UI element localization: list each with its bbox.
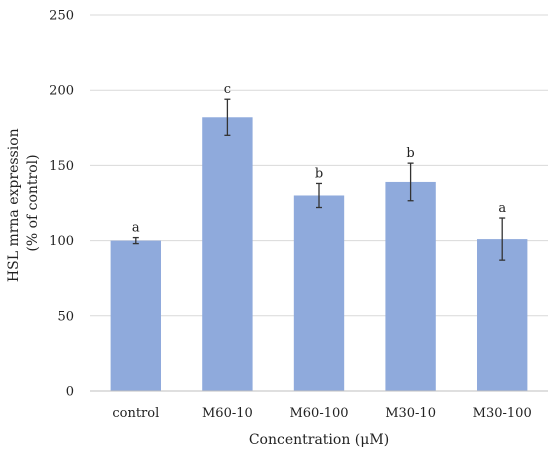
significance-letter: b: [406, 146, 414, 161]
y-tick-label: 150: [49, 159, 74, 174]
x-axis-label: Concentration (μM): [249, 432, 389, 448]
error-bar: [132, 236, 139, 245]
bar: [477, 239, 528, 391]
error-bars: [132, 98, 506, 261]
significance-letter: b: [315, 166, 323, 181]
bar: [293, 195, 345, 391]
y-tick-label: 250: [49, 9, 74, 24]
x-tick-label: control: [112, 406, 159, 421]
y-tick-label: 50: [57, 309, 74, 324]
bar: [385, 181, 436, 391]
x-tick-labels: control M60-10 M60-100 M30-10 M30-100: [112, 406, 531, 421]
x-tick-label: M60-10: [202, 406, 253, 421]
bar: [110, 240, 161, 391]
significance-letter: c: [224, 82, 231, 97]
y-axis-label: HSL mrna expression (% of control): [6, 124, 41, 282]
significance-letters: a c b b a: [132, 82, 506, 235]
significance-letter: a: [498, 201, 506, 216]
y-tick-label: 0: [66, 385, 74, 400]
y-axis-label-line-2: (% of control): [25, 154, 41, 251]
significance-letter: a: [132, 221, 140, 236]
gridlines: [90, 14, 548, 317]
y-axis-label-line-1: HSL mrna expression: [6, 128, 22, 282]
y-tick-labels: 0 50 100 150 200 250: [49, 9, 74, 400]
y-tick-label: 100: [49, 234, 74, 249]
error-bar: [224, 98, 231, 136]
error-bar: [316, 182, 322, 209]
error-bar: [499, 217, 506, 261]
error-bar: [407, 162, 414, 202]
x-tick-label: M60-100: [289, 406, 348, 421]
x-tick-label: M30-100: [473, 406, 532, 421]
y-tick-label: 200: [49, 84, 74, 99]
x-tick-label: M30-10: [385, 406, 436, 421]
bar: [202, 117, 253, 391]
bars: [110, 117, 528, 391]
